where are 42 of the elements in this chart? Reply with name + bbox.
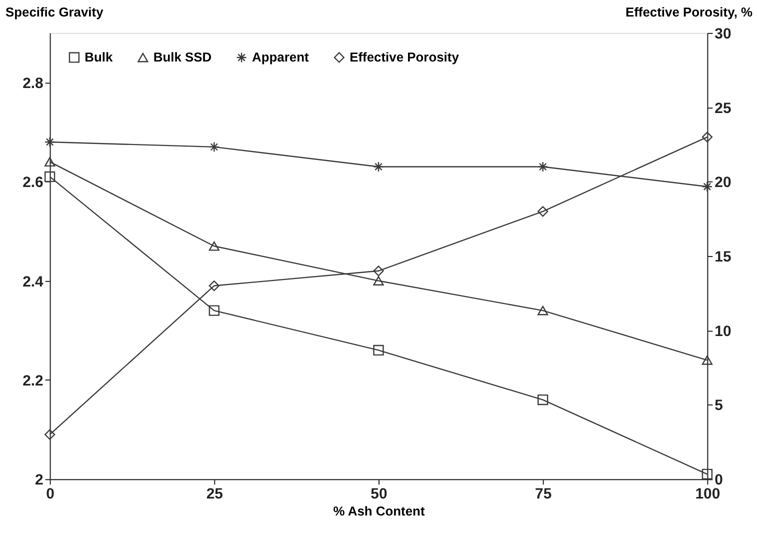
legend-label: Apparent bbox=[252, 49, 310, 64]
y2-axis-title: Effective Porosity, % bbox=[625, 4, 753, 20]
legend-label: Bulk bbox=[84, 49, 114, 64]
y2-tick-label: 15 bbox=[714, 248, 732, 266]
point bbox=[538, 306, 548, 316]
point bbox=[373, 276, 384, 286]
legend-label: Effective Porosity bbox=[350, 49, 460, 64]
point bbox=[538, 206, 548, 217]
point bbox=[44, 157, 56, 167]
point bbox=[373, 266, 384, 276]
point bbox=[538, 394, 548, 406]
y2-tick-label: 5 bbox=[714, 397, 723, 414]
point bbox=[373, 161, 384, 172]
y-tick-label: 2 bbox=[35, 472, 44, 489]
y2-tick-label: 10 bbox=[714, 322, 732, 340]
x-axis-title: % Ash Content bbox=[333, 503, 426, 518]
point bbox=[702, 355, 713, 365]
x-tick-label: 75 bbox=[535, 486, 552, 503]
x-tick-label: 0 bbox=[46, 486, 54, 503]
y-tick-label: 2.4 bbox=[22, 273, 44, 290]
point bbox=[702, 132, 713, 142]
y-tick-label: 2.2 bbox=[22, 372, 44, 390]
y2-tick-label: 25 bbox=[714, 100, 732, 117]
point bbox=[702, 468, 713, 480]
point bbox=[208, 280, 220, 292]
y2-tick-label: 30 bbox=[714, 25, 732, 42]
y-axis-title: Specific Gravity bbox=[5, 4, 104, 20]
point bbox=[538, 161, 548, 172]
point bbox=[373, 344, 384, 356]
x-tick-label: 50 bbox=[370, 486, 388, 503]
y2-tick-label: 20 bbox=[714, 174, 732, 192]
y-tick-label: 2.6 bbox=[22, 174, 44, 192]
point bbox=[208, 142, 220, 152]
point bbox=[44, 171, 56, 182]
point bbox=[208, 241, 220, 251]
x-tick-label: 25 bbox=[206, 486, 223, 503]
point bbox=[44, 429, 56, 440]
y-tick-label: 2.8 bbox=[22, 74, 44, 92]
legend-label: Bulk SSD bbox=[153, 50, 212, 65]
point bbox=[44, 136, 56, 148]
point bbox=[702, 181, 713, 192]
point bbox=[208, 305, 220, 316]
